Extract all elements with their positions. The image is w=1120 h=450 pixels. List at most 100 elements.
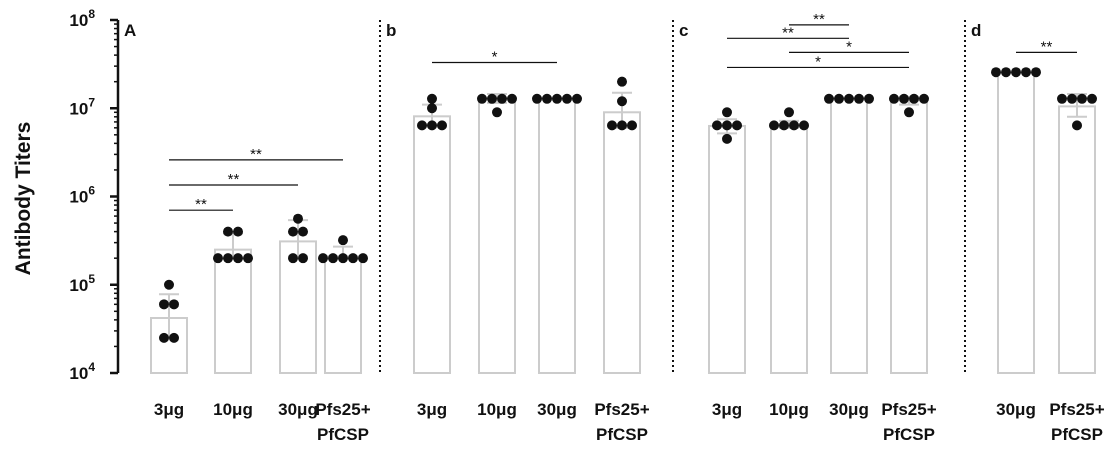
x-tick-label: 10μg (769, 400, 809, 419)
y-tick-label: 106 (69, 184, 95, 207)
y-tick-label: 108 (69, 7, 95, 30)
data-point (1067, 93, 1077, 104)
data-point (854, 93, 864, 104)
y-tick-label: 104 (69, 360, 95, 383)
data-point (417, 120, 427, 131)
data-point (769, 120, 779, 131)
data-point (358, 253, 368, 264)
x-tick-label: 30μg (537, 400, 577, 419)
bar-group: Pfs25+ PfCSP (881, 93, 937, 444)
data-point (169, 299, 179, 310)
bar-group: 3μg (150, 279, 188, 419)
data-point (288, 253, 298, 264)
panel-b: b 3μg 10μg 30μg Pfs25+ PfCSP * (379, 20, 650, 444)
data-point (562, 93, 572, 104)
data-point (1057, 93, 1067, 104)
y-axis-label: Antibody Titers (12, 122, 35, 276)
bar-group: Pfs25+ PfCSP (1049, 93, 1105, 444)
data-point (338, 253, 348, 264)
bar-group: 30μg (991, 67, 1041, 419)
significance-label: ** (195, 196, 207, 213)
data-point (617, 120, 627, 131)
data-point (233, 253, 243, 264)
data-point (427, 103, 437, 114)
panel-label: A (124, 21, 136, 40)
data-point (223, 253, 233, 264)
data-point (712, 120, 722, 131)
significance-label: ** (228, 171, 240, 188)
data-point (243, 253, 253, 264)
data-point (889, 93, 899, 104)
bar (413, 115, 451, 374)
data-point (477, 93, 487, 104)
data-point (1031, 67, 1041, 78)
y-axis: 104 105 106 107 108 Antibody Titers (12, 7, 120, 383)
data-point (627, 120, 637, 131)
x-tick-label: 3μg (712, 400, 742, 419)
data-point (904, 107, 914, 118)
x-tick-label: 30μg (996, 400, 1036, 419)
data-point (1072, 120, 1082, 131)
bar (279, 240, 317, 374)
x-tick-label: Pfs25+ (881, 400, 936, 419)
data-point (532, 93, 542, 104)
y-tick-label: 105 (69, 272, 95, 295)
data-point (552, 93, 562, 104)
data-point (213, 253, 223, 264)
x-tick-label-line2: PfCSP (317, 425, 369, 444)
data-point (348, 253, 358, 264)
data-point (223, 226, 233, 237)
data-point (617, 76, 627, 87)
data-point (607, 120, 617, 131)
data-point (233, 226, 243, 237)
data-point (789, 120, 799, 131)
x-tick-label-line2: PfCSP (596, 425, 648, 444)
data-point (834, 93, 844, 104)
data-point (909, 93, 919, 104)
data-point (732, 120, 742, 131)
bar (1058, 105, 1096, 375)
bar-group: 3μg (708, 107, 746, 419)
bar (830, 97, 868, 374)
bar (214, 248, 252, 374)
data-point (492, 107, 502, 118)
bar (890, 99, 928, 374)
bar (538, 97, 576, 374)
data-point (991, 67, 1001, 78)
bar-group: 30μg (278, 213, 318, 419)
data-point (899, 93, 909, 104)
data-point (722, 107, 732, 118)
data-point (784, 107, 794, 118)
data-point (164, 279, 174, 290)
data-point (572, 93, 582, 104)
significance-label: ** (250, 146, 262, 163)
data-point (487, 93, 497, 104)
data-point (844, 93, 854, 104)
data-point (507, 93, 517, 104)
data-point (169, 332, 179, 343)
panel-label: b (386, 21, 396, 40)
bar-group: 10μg (769, 107, 809, 419)
data-point (1077, 93, 1087, 104)
panel-label: c (679, 21, 688, 40)
x-tick-label-line2: PfCSP (883, 425, 935, 444)
data-point (799, 120, 809, 131)
bar-group: 30μg (532, 93, 582, 419)
data-point (288, 226, 298, 237)
panel-d: d 30μg Pfs25+ PfCSP ** (964, 20, 1105, 444)
x-tick-label: 10μg (213, 400, 253, 419)
x-tick-label: 3μg (417, 400, 447, 419)
x-tick-label: Pfs25+ (315, 400, 370, 419)
bar (708, 124, 746, 375)
significance-label: ** (1041, 38, 1053, 55)
bar (603, 111, 641, 375)
data-point (159, 299, 169, 310)
significance-label: * (846, 38, 852, 55)
x-tick-label: Pfs25+ (594, 400, 649, 419)
data-point (318, 253, 328, 264)
data-point (159, 332, 169, 343)
data-point (1021, 67, 1031, 78)
